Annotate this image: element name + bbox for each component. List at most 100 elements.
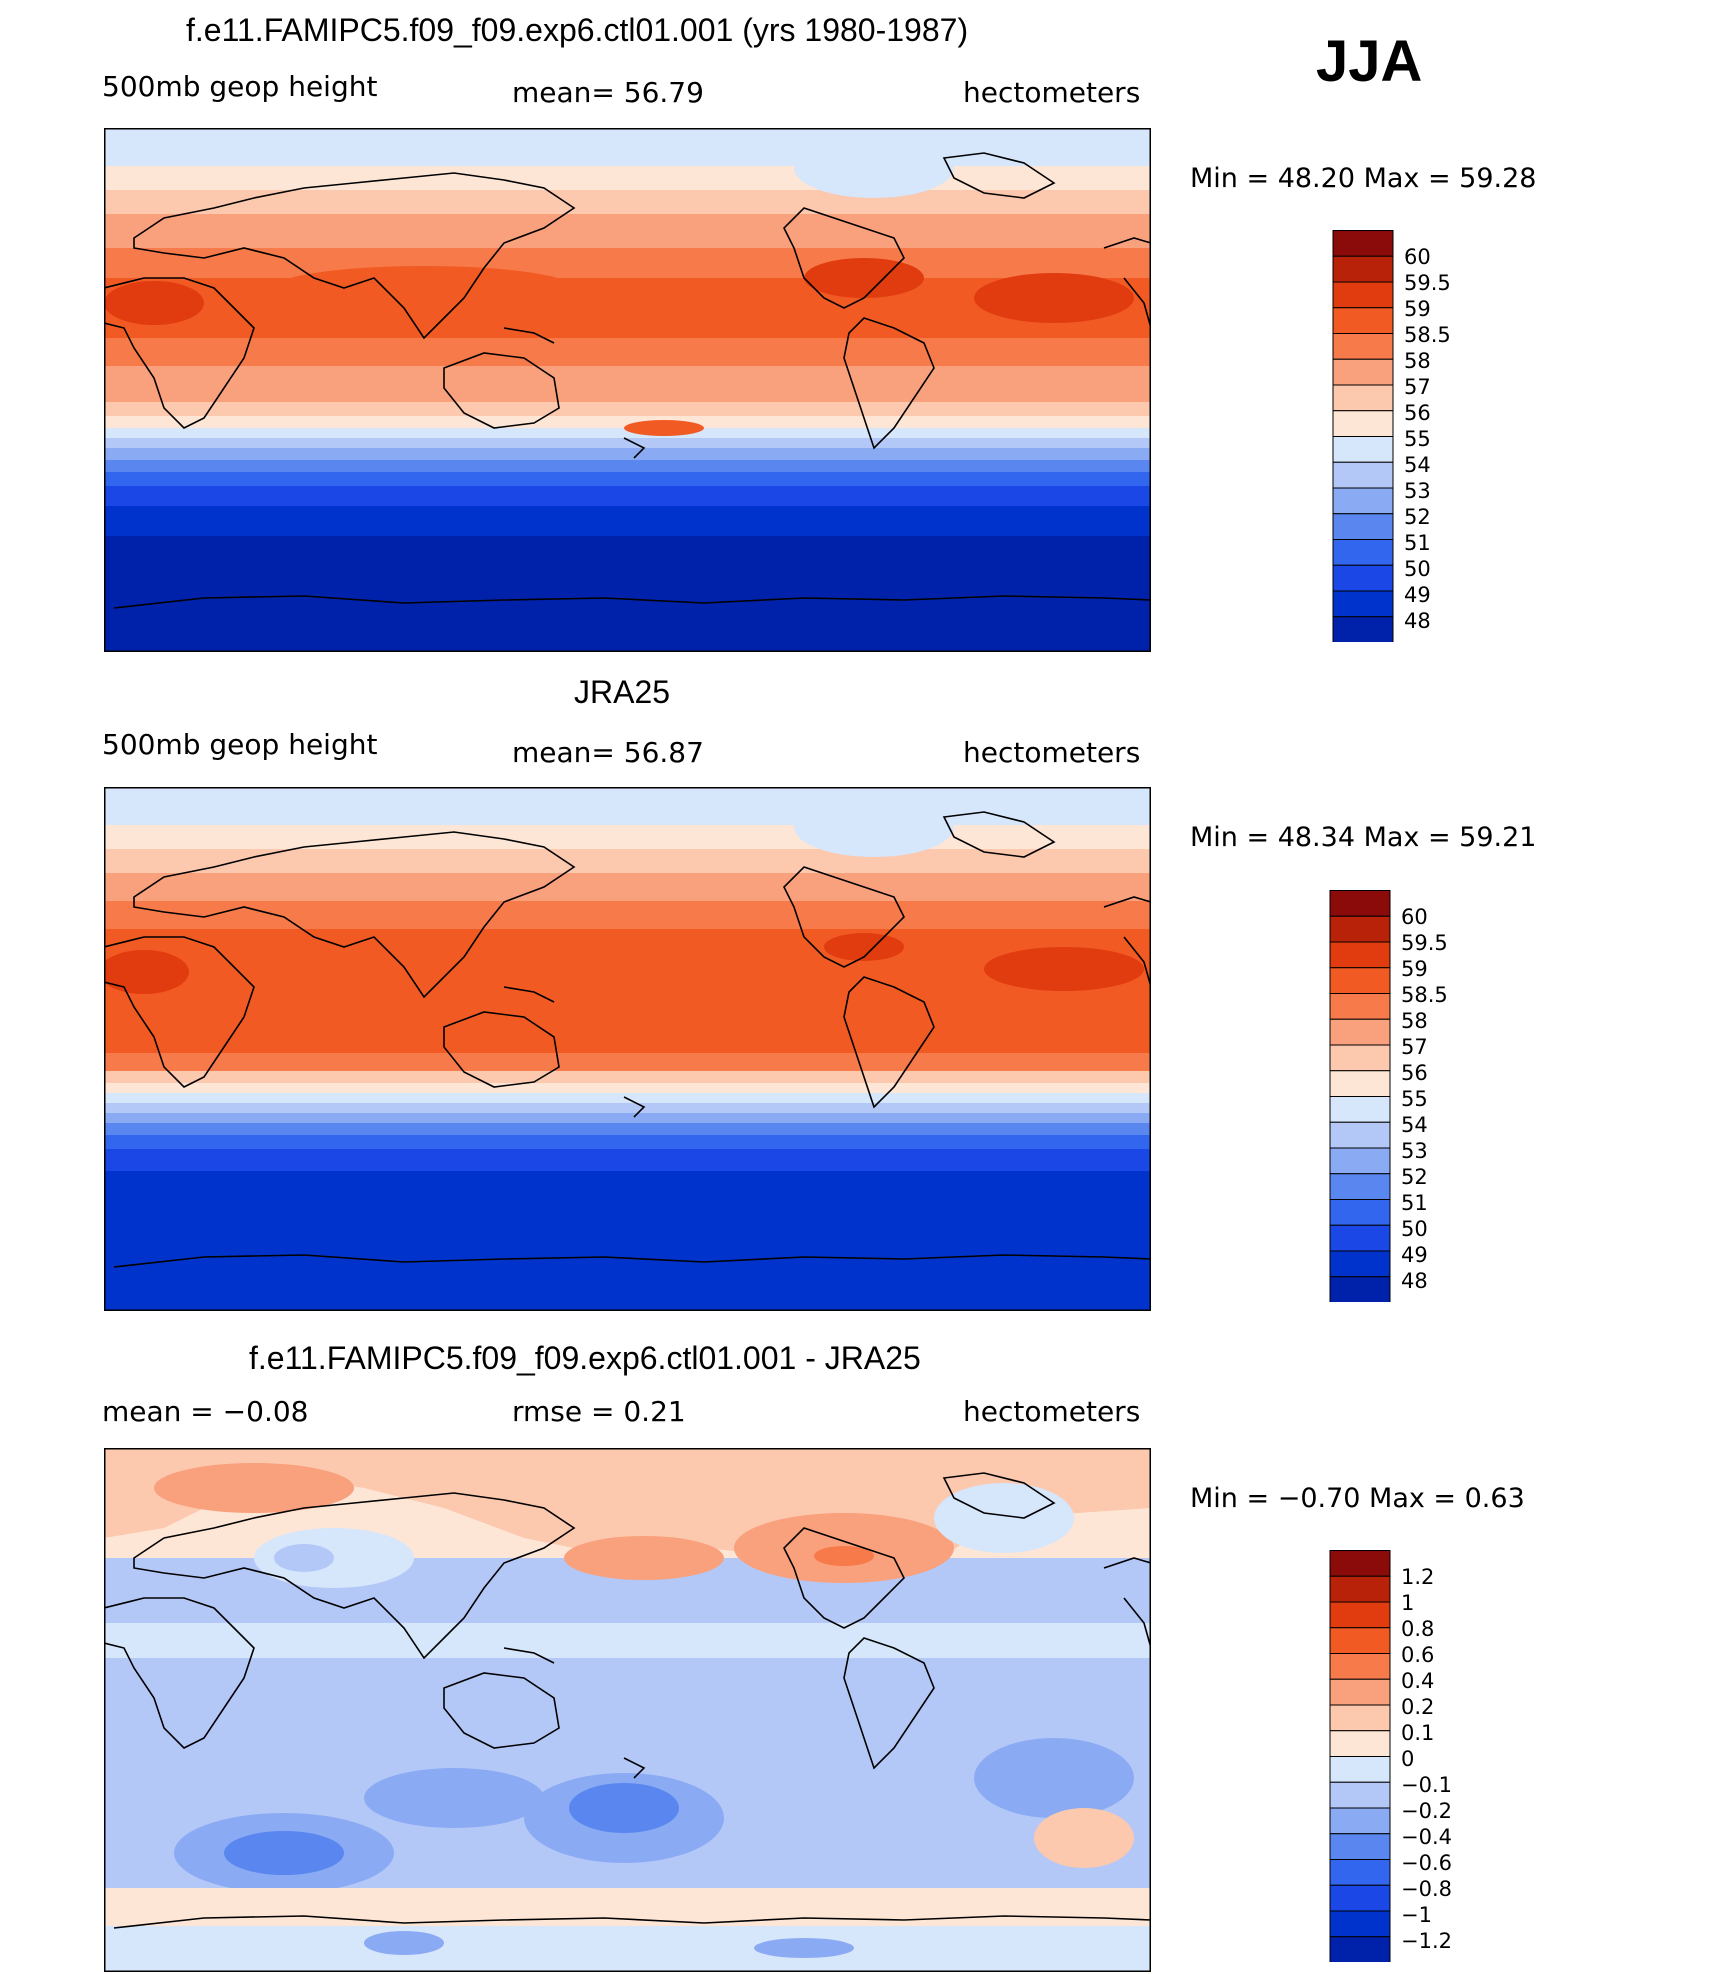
panel3-rmse-label: rmse = 0.21 bbox=[512, 1395, 686, 1428]
panel3-colorbar-swatch bbox=[1329, 1859, 1391, 1886]
panel2-colorbar-label: 59.5 bbox=[1401, 931, 1448, 955]
panel3-colorbar-swatch bbox=[1329, 1704, 1391, 1732]
panel1-colorbar-swatches bbox=[1332, 230, 1394, 642]
panel2-colorbar-label: 55 bbox=[1401, 1087, 1428, 1111]
panel1-colorbar-label: 50 bbox=[1404, 557, 1431, 581]
panel1-colorbar-swatch bbox=[1332, 281, 1394, 309]
panel3-colorbar-label: 1.2 bbox=[1401, 1565, 1435, 1589]
panel3-colorbar-swatch bbox=[1329, 1833, 1391, 1860]
panel1-colorbar-swatch bbox=[1332, 333, 1394, 360]
panel3-contour-regions bbox=[104, 1448, 1151, 1972]
panel1-colorbar-label: 60 bbox=[1404, 245, 1431, 269]
panel1-colorbar-label: 49 bbox=[1404, 583, 1431, 607]
panel3-colorbar-swatch bbox=[1329, 1936, 1391, 1962]
panel2-colorbar-swatch bbox=[1329, 1121, 1391, 1149]
panel3-colorbar-swatch bbox=[1329, 1550, 1391, 1577]
panel2-colorbar-swatch bbox=[1329, 1276, 1391, 1302]
panel2-colorbar: 60 59.5 59 58.5 58 57 56 55 54 53 52 51 … bbox=[1329, 890, 1448, 1302]
panel1-colorbar-label: 52 bbox=[1404, 505, 1431, 529]
panel2-contour-bands bbox=[104, 787, 1151, 1311]
panel2-variable-label: 500mb geop height bbox=[102, 728, 378, 761]
panel2-colorbar-swatch bbox=[1329, 1096, 1391, 1123]
panel2-colorbar-label: 59 bbox=[1401, 957, 1428, 981]
panel1-colorbar-swatch bbox=[1332, 539, 1394, 566]
panel2-colorbar-label: 58.5 bbox=[1401, 983, 1448, 1007]
panel3-colorbar-label: −0.4 bbox=[1401, 1825, 1452, 1849]
panel3-coastlines bbox=[104, 1472, 1151, 1929]
panel3-colorbar-swatch bbox=[1329, 1807, 1391, 1835]
panel3-colorbar-swatch bbox=[1329, 1730, 1391, 1757]
panel1-colorbar-label: 59 bbox=[1404, 297, 1431, 321]
panel2-colorbar-label: 60 bbox=[1401, 905, 1428, 929]
panel2-map bbox=[104, 787, 1151, 1311]
panel3-colorbar-label: −0.2 bbox=[1401, 1799, 1452, 1823]
panel1-colorbar-swatch bbox=[1332, 410, 1394, 437]
panel3-colorbar: 1.2 1 0.8 0.6 0.4 0.2 0.1 0 −0.1 −0.2 −0… bbox=[1329, 1550, 1452, 1962]
panel2-colorbar-label: 57 bbox=[1401, 1035, 1428, 1059]
panel2-colorbar-swatch bbox=[1329, 1070, 1391, 1097]
panel3-units-label: hectometers bbox=[963, 1395, 1141, 1428]
panel3-colorbar-swatch bbox=[1329, 1781, 1391, 1809]
panel3-colorbar-label: −0.6 bbox=[1401, 1851, 1452, 1875]
panel3-map bbox=[104, 1448, 1151, 1972]
panel1-colorbar-swatch bbox=[1332, 513, 1394, 540]
panel1-colorbar-label: 59.5 bbox=[1404, 271, 1451, 295]
panel3-colorbar-label: −0.1 bbox=[1401, 1773, 1452, 1797]
panel3-colorbar-label: 0 bbox=[1401, 1747, 1415, 1771]
panel2-colorbar-label: 50 bbox=[1401, 1217, 1428, 1241]
panel2-colorbar-swatches bbox=[1329, 890, 1391, 1302]
panel2-colorbar-swatch bbox=[1329, 993, 1391, 1020]
panel1-variable-label: 500mb geop height bbox=[102, 70, 378, 103]
panel3-colorbar-swatches bbox=[1329, 1550, 1391, 1962]
panel3-colorbar-swatch bbox=[1329, 1678, 1391, 1706]
panel2-colorbar-swatch bbox=[1329, 915, 1391, 943]
panel3-colorbar-label: 1 bbox=[1401, 1591, 1415, 1615]
panel2-colorbar-swatch bbox=[1329, 1224, 1391, 1252]
panel3-colorbar-swatch bbox=[1329, 1653, 1391, 1680]
panel3-colorbar-swatch bbox=[1329, 1601, 1391, 1629]
panel1-title: f.e11.FAMIPC5.f09_f09.exp6.ctl01.001 (yr… bbox=[186, 12, 969, 48]
panel1-colorbar-swatch bbox=[1332, 358, 1394, 386]
panel2-colorbar-swatch bbox=[1329, 1199, 1391, 1226]
season-label: JJA bbox=[1316, 29, 1423, 94]
panel2-mean-label: mean= 56.87 bbox=[512, 736, 704, 769]
panel1-colorbar-swatch bbox=[1332, 230, 1394, 257]
panel1-colorbar-swatch bbox=[1332, 564, 1394, 592]
panel1-colorbar-label: 57 bbox=[1404, 375, 1431, 399]
panel2-coastlines bbox=[104, 811, 1151, 1268]
panel1-colorbar-swatch bbox=[1332, 590, 1394, 618]
panel2-colorbar-swatch bbox=[1329, 967, 1391, 994]
panel3-colorbar-label: 0.2 bbox=[1401, 1695, 1435, 1719]
panel3-colorbar-swatch bbox=[1329, 1575, 1391, 1603]
panel2-colorbar-label: 49 bbox=[1401, 1243, 1428, 1267]
panel1-colorbar-label: 56 bbox=[1404, 401, 1431, 425]
panel1-colorbar-swatch bbox=[1332, 461, 1394, 489]
panel1-colorbar: 60 59.5 59 58.5 58 57 56 55 54 53 52 51 … bbox=[1332, 230, 1451, 642]
panel3-colorbar-label: −1 bbox=[1401, 1903, 1432, 1927]
panel2-colorbar-swatch bbox=[1329, 1018, 1391, 1046]
panel3-colorbar-label: −0.8 bbox=[1401, 1877, 1452, 1901]
panel1-colorbar-label: 54 bbox=[1404, 453, 1431, 477]
panel2-colorbar-swatch bbox=[1329, 1044, 1391, 1072]
panel3-colorbar-swatch bbox=[1329, 1627, 1391, 1654]
panel2-colorbar-label: 53 bbox=[1401, 1139, 1428, 1163]
panel3-mean-label: mean = −0.08 bbox=[102, 1395, 309, 1428]
panel3-colorbar-label: 0.8 bbox=[1401, 1617, 1435, 1641]
panel2-colorbar-swatch bbox=[1329, 890, 1391, 917]
panel1-units-label: hectometers bbox=[963, 76, 1141, 109]
panel2-colorbar-label: 54 bbox=[1401, 1113, 1428, 1137]
panel3-minmax-label: Min = −0.70 Max = 0.63 bbox=[1190, 1483, 1525, 1514]
panel1-colorbar-label: 53 bbox=[1404, 479, 1431, 503]
panel1-colorbar-swatch bbox=[1332, 307, 1394, 334]
panel3-colorbar-label: −1.2 bbox=[1401, 1929, 1452, 1953]
panel1-colorbar-swatch bbox=[1332, 255, 1394, 283]
panel1-colorbar-swatch bbox=[1332, 384, 1394, 412]
panel2-colorbar-label: 48 bbox=[1401, 1269, 1428, 1293]
panel1-colorbar-swatch bbox=[1332, 616, 1394, 642]
panel3-title: f.e11.FAMIPC5.f09_f09.exp6.ctl01.001 - J… bbox=[249, 1340, 921, 1376]
panel1-coastlines bbox=[104, 152, 1151, 609]
panel3-colorbar-swatch bbox=[1329, 1910, 1391, 1938]
panel2-colorbar-swatch bbox=[1329, 1173, 1391, 1200]
panel2-colorbar-label: 58 bbox=[1401, 1009, 1428, 1033]
panel2-title: JRA25 bbox=[574, 674, 671, 710]
